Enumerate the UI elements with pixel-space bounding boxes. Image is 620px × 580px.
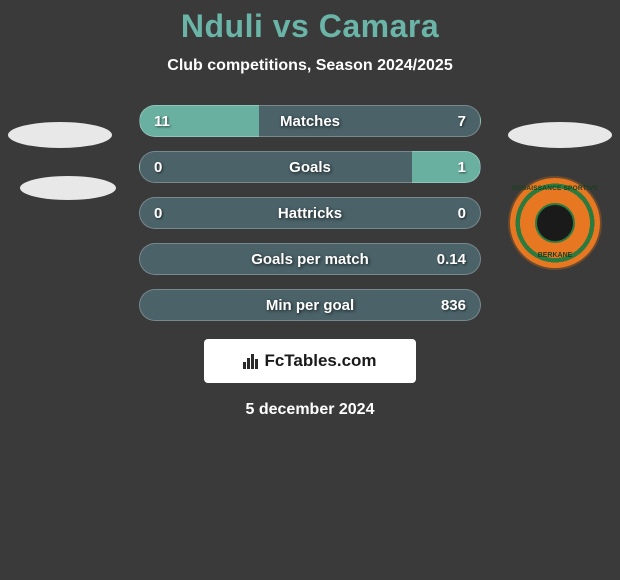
stat-right-value: 0 — [426, 205, 466, 222]
comparison-card: Nduli vs Camara Club competitions, Seaso… — [0, 0, 620, 419]
bars-icon — [243, 354, 258, 369]
crest-center-icon — [535, 203, 575, 243]
fctables-logo[interactable]: FcTables.com — [204, 339, 416, 383]
stat-right-value: 0.14 — [426, 251, 466, 268]
left-player-badges — [8, 122, 116, 228]
stat-row: 11 Matches 7 — [139, 105, 481, 137]
stat-label: Min per goal — [266, 297, 354, 314]
stat-row: 0 Goals 1 — [139, 151, 481, 183]
stat-row: Min per goal 836 — [139, 289, 481, 321]
stat-row: Goals per match 0.14 — [139, 243, 481, 275]
player2-badge-1 — [508, 122, 612, 148]
page-title: Nduli vs Camara — [0, 8, 620, 45]
stat-right-value: 1 — [426, 159, 466, 176]
crest-top-text: RENAISSANCE SPORTIVE — [512, 185, 598, 192]
player1-badge-1 — [8, 122, 112, 148]
stat-right-value: 7 — [426, 113, 466, 130]
stat-label: Goals per match — [251, 251, 369, 268]
stat-label: Hattricks — [278, 205, 342, 222]
stat-label: Matches — [280, 113, 340, 130]
date-text: 5 december 2024 — [0, 401, 620, 419]
crest-bottom-text: BERKANE — [538, 252, 573, 259]
stat-left-value: 0 — [154, 159, 194, 176]
fctables-label: FcTables.com — [264, 351, 376, 371]
stat-left-value: 11 — [154, 113, 194, 130]
stat-label: Goals — [289, 159, 331, 176]
subtitle: Club competitions, Season 2024/2025 — [0, 57, 620, 75]
stat-row: 0 Hattricks 0 — [139, 197, 481, 229]
right-player-badges: RENAISSANCE SPORTIVE BERKANE — [508, 122, 612, 270]
club-crest: RENAISSANCE SPORTIVE BERKANE — [508, 176, 602, 270]
stat-left-value: 0 — [154, 205, 194, 222]
player1-badge-2 — [20, 176, 116, 200]
stat-right-value: 836 — [426, 297, 466, 314]
